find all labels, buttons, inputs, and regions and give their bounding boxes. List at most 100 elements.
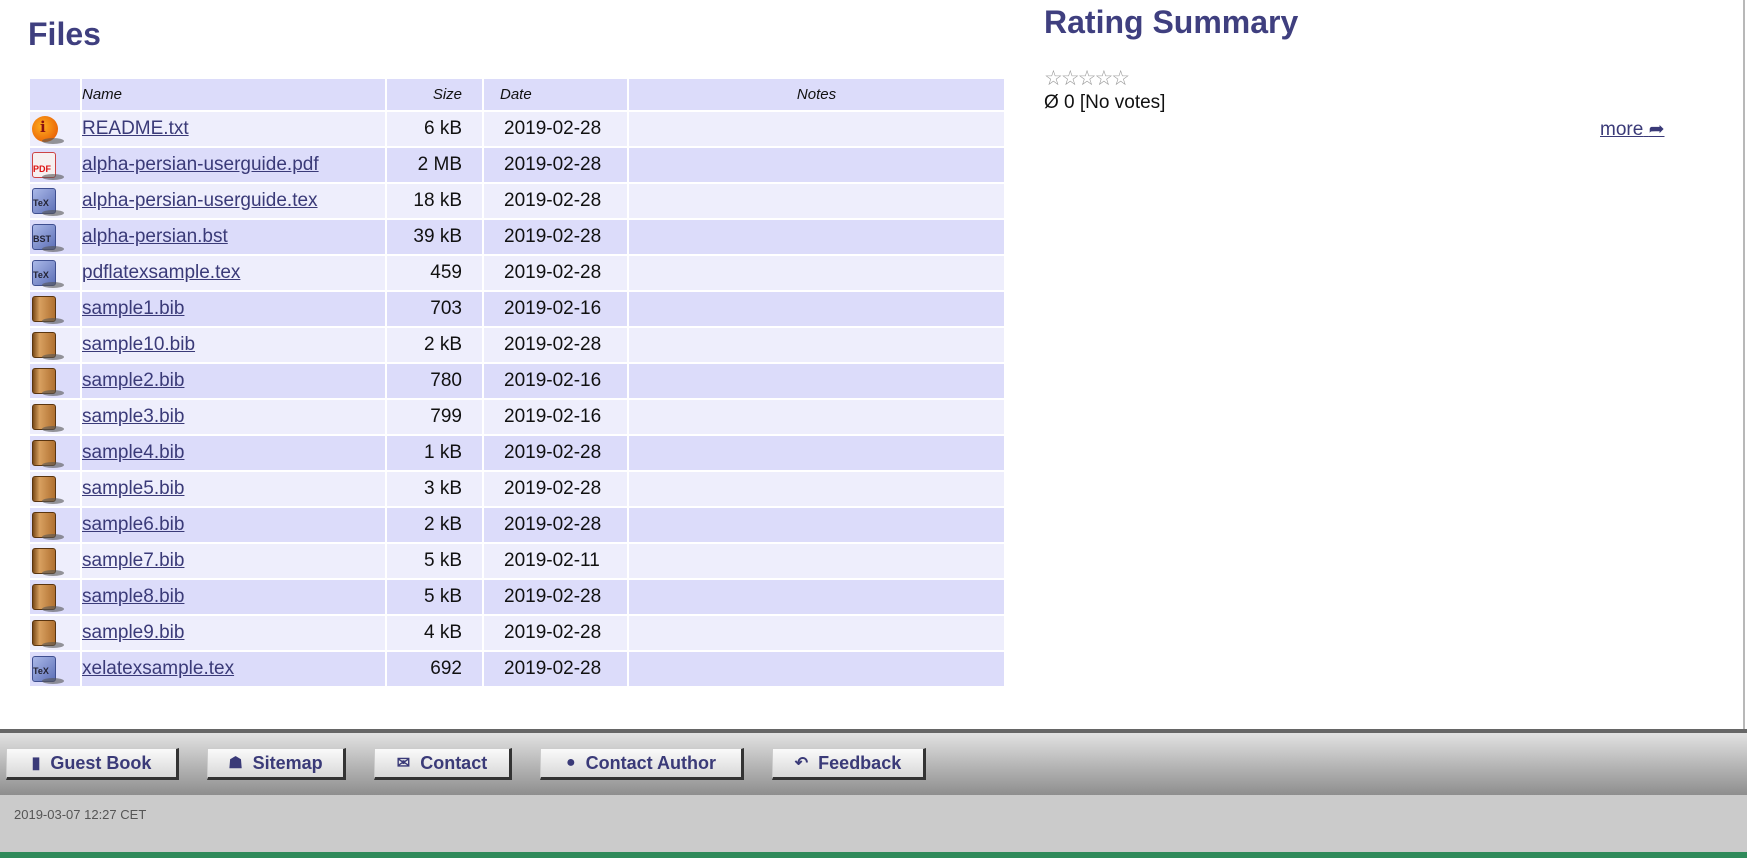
file-link[interactable]: sample6.bib (82, 514, 185, 535)
icon-cell (30, 472, 80, 506)
tex-file-icon[interactable]: TeX (30, 186, 64, 216)
button-label: Feedback (818, 752, 902, 773)
size-cell: 39 kB (387, 220, 482, 254)
icon-cell (30, 544, 80, 578)
sitemap-button[interactable]: ☗ Sitemap (207, 748, 346, 780)
notes-cell (629, 220, 1004, 254)
bst-file-icon[interactable]: BST (30, 222, 64, 252)
table-row: sample3.bib 799 2019-02-16 (30, 400, 1004, 434)
footer-nav: ▮ Guest Book ☗ Sitemap ✉ Contact ● Contact A… (0, 733, 1747, 795)
book-icon[interactable] (30, 330, 64, 360)
size-cell: 2 MB (387, 148, 482, 182)
button-label: Guest Book (50, 752, 152, 773)
date-column-header[interactable]: Date (484, 79, 627, 110)
taskbar (0, 852, 1747, 858)
table-row: sample6.bib 2 kB 2019-02-28 (30, 508, 1004, 542)
more-link[interactable]: more ➦ (1600, 118, 1665, 141)
feedback-button[interactable]: ↶ Feedback (772, 748, 926, 780)
notes-cell (629, 184, 1004, 218)
file-link[interactable]: xelatexsample.tex (82, 658, 235, 679)
name-cell: xelatexsample.tex (82, 652, 385, 686)
date-cell: 2019-02-28 (484, 220, 627, 254)
tex-file-icon[interactable]: TeX (30, 654, 64, 684)
table-row: i README.txt 6 kB 2019-02-28 (30, 112, 1004, 146)
book-icon[interactable] (30, 294, 64, 324)
table-row: sample9.bib 4 kB 2019-02-28 (30, 616, 1004, 650)
table-row: sample10.bib 2 kB 2019-02-28 (30, 328, 1004, 362)
icon-cell (30, 436, 80, 470)
file-link[interactable]: sample9.bib (82, 622, 185, 643)
notes-cell (629, 112, 1004, 146)
share-arrow-icon: ➦ (1648, 119, 1665, 140)
name-cell: pdflatexsample.tex (82, 256, 385, 290)
book-icon[interactable] (30, 366, 64, 396)
icon-cell (30, 400, 80, 434)
size-cell: 459 (387, 256, 482, 290)
icon-column-header (30, 79, 80, 110)
notes-cell (629, 292, 1004, 326)
name-cell: alpha-persian.bst (82, 220, 385, 254)
icon-cell (30, 616, 80, 650)
page-border (1743, 0, 1745, 731)
table-row: PDF alpha-persian-userguide.pdf 2 MB 201… (30, 148, 1004, 182)
book-icon[interactable] (30, 618, 64, 648)
guest-book-button[interactable]: ▮ Guest Book (6, 748, 179, 780)
notes-cell (629, 580, 1004, 614)
file-link[interactable]: sample4.bib (82, 442, 185, 463)
name-cell: sample7.bib (82, 544, 385, 578)
name-column-header[interactable]: Name (82, 79, 385, 110)
tex-file-icon[interactable]: TeX (30, 258, 64, 288)
name-cell: sample2.bib (82, 364, 385, 398)
notes-cell (629, 328, 1004, 362)
size-cell: 799 (387, 400, 482, 434)
date-cell: 2019-02-28 (484, 652, 627, 686)
info-icon[interactable]: i (30, 114, 64, 144)
file-link[interactable]: sample5.bib (82, 478, 185, 499)
icon-cell: TeX (30, 256, 80, 290)
contact-author-button[interactable]: ● Contact Author (540, 748, 744, 780)
table-row: sample8.bib 5 kB 2019-02-28 (30, 580, 1004, 614)
file-link[interactable]: sample10.bib (82, 334, 196, 355)
table-row: TeX pdflatexsample.tex 459 2019-02-28 (30, 256, 1004, 290)
file-link[interactable]: sample1.bib (82, 298, 185, 319)
table-row: BST alpha-persian.bst 39 kB 2019-02-28 (30, 220, 1004, 254)
size-cell: 18 kB (387, 184, 482, 218)
file-link[interactable]: sample8.bib (82, 586, 185, 607)
file-link[interactable]: README.txt (82, 118, 189, 139)
date-cell: 2019-02-28 (484, 508, 627, 542)
notes-cell (629, 256, 1004, 290)
size-column-header[interactable]: Size (387, 79, 482, 110)
file-link[interactable]: alpha-persian-userguide.tex (82, 190, 318, 211)
name-cell: README.txt (82, 112, 385, 146)
book-icon[interactable] (30, 546, 64, 576)
notes-cell (629, 400, 1004, 434)
date-cell: 2019-02-28 (484, 616, 627, 650)
file-link[interactable]: sample7.bib (82, 550, 185, 571)
icon-cell (30, 292, 80, 326)
files-title: Files (28, 16, 101, 52)
name-cell: sample8.bib (82, 580, 385, 614)
icon-cell: BST (30, 220, 80, 254)
date-cell: 2019-02-28 (484, 580, 627, 614)
contact-button[interactable]: ✉ Contact (374, 748, 512, 780)
pdf-icon[interactable]: PDF (30, 150, 64, 180)
book-icon[interactable] (30, 582, 64, 612)
file-link[interactable]: pdflatexsample.tex (82, 262, 241, 283)
size-cell: 1 kB (387, 436, 482, 470)
file-link[interactable]: sample2.bib (82, 370, 185, 391)
table-row: sample7.bib 5 kB 2019-02-11 (30, 544, 1004, 578)
book-icon[interactable] (30, 402, 64, 432)
rating-stars[interactable]: ☆☆☆☆☆ (1044, 67, 1130, 90)
file-link[interactable]: alpha-persian-userguide.pdf (82, 154, 319, 175)
file-link[interactable]: alpha-persian.bst (82, 226, 228, 247)
book-icon[interactable] (30, 438, 64, 468)
name-cell: alpha-persian-userguide.tex (82, 184, 385, 218)
file-link[interactable]: sample3.bib (82, 406, 185, 427)
timestamp: 2019-03-07 12:27 CET (14, 807, 147, 822)
notes-cell (629, 508, 1004, 542)
book-icon[interactable] (30, 510, 64, 540)
book-icon[interactable] (30, 474, 64, 504)
date-cell: 2019-02-11 (484, 544, 627, 578)
size-cell: 6 kB (387, 112, 482, 146)
date-cell: 2019-02-28 (484, 328, 627, 362)
